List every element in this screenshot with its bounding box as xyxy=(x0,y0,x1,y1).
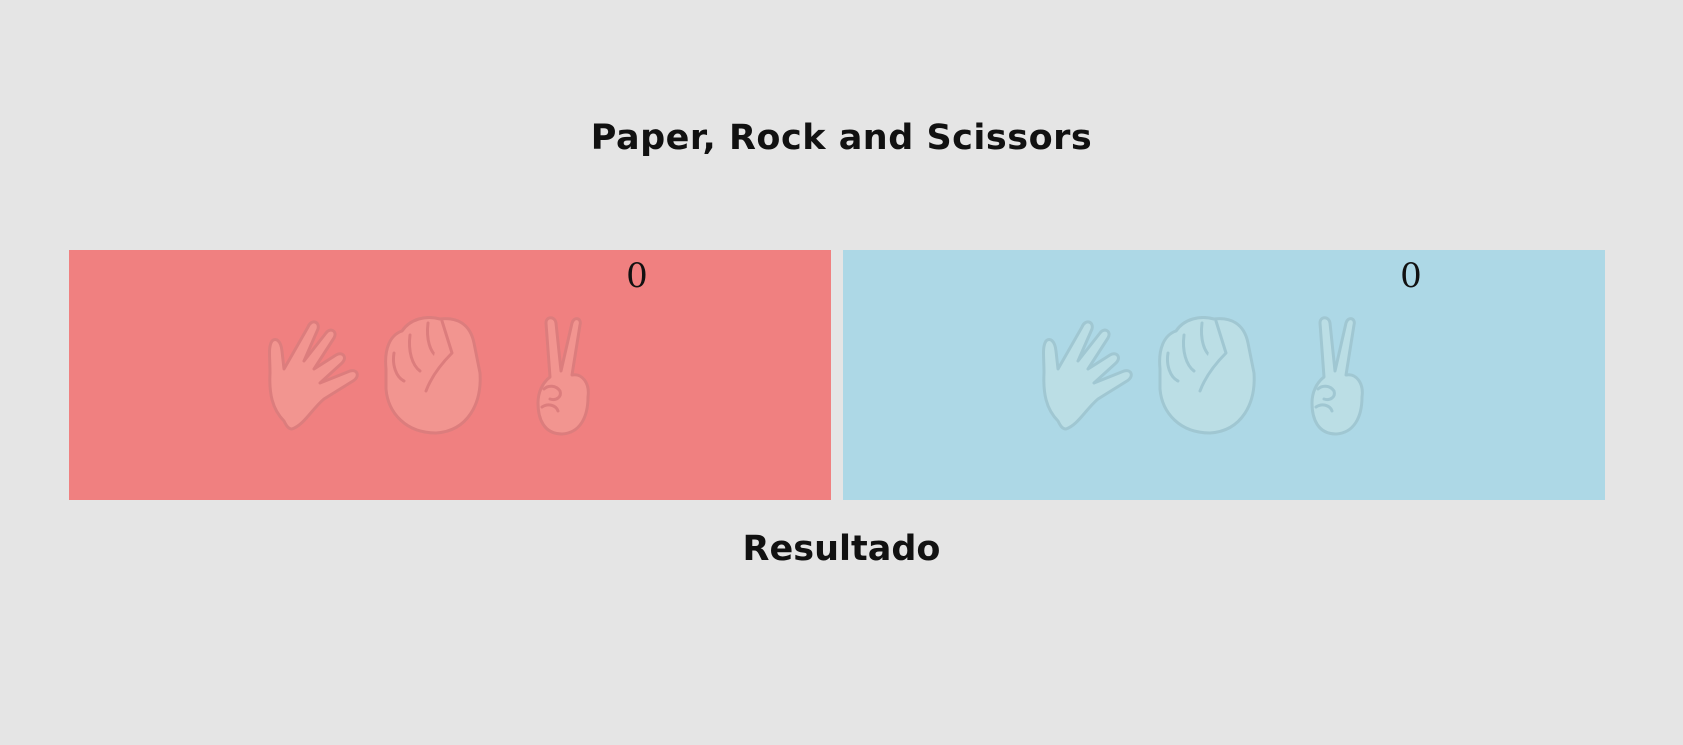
player-one-choices xyxy=(264,313,604,438)
player-one-score: 0 xyxy=(626,256,648,296)
raised-hand-icon xyxy=(268,320,359,431)
raised-fist-icon xyxy=(1158,316,1256,435)
raised-fist-icon xyxy=(384,316,482,435)
player-two-score: 0 xyxy=(1400,256,1422,296)
victory-hand-icon xyxy=(536,316,590,436)
paper-choice-button[interactable] xyxy=(264,313,369,438)
result-label: Resultado xyxy=(742,529,941,569)
rock-choice-button[interactable] xyxy=(380,313,483,438)
player-two-panel: 0 xyxy=(843,250,1605,500)
scissors-choice-button[interactable] xyxy=(528,313,594,438)
victory-hand-icon xyxy=(1310,316,1364,436)
player-two-choices xyxy=(1038,313,1378,438)
page-title: Paper, Rock and Scissors xyxy=(590,118,1093,158)
player-one-panel: 0 xyxy=(69,250,831,500)
scissors-choice-button[interactable] xyxy=(1302,313,1368,438)
raised-hand-icon xyxy=(1042,320,1133,431)
paper-choice-button[interactable] xyxy=(1038,313,1143,438)
rock-choice-button[interactable] xyxy=(1154,313,1257,438)
